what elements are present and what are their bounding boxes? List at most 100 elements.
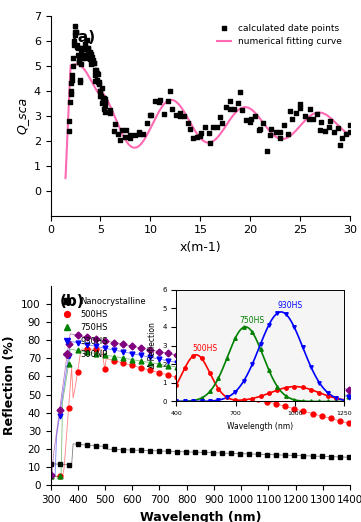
calculated date points <box>87 48 92 56</box>
calculated date points <box>252 112 258 120</box>
Nanocrystalline <box>157 448 161 454</box>
calculated date points <box>206 129 212 137</box>
300NP <box>338 385 342 391</box>
750HS <box>292 384 297 390</box>
300NP <box>256 369 261 375</box>
500HS <box>166 372 170 378</box>
500HS <box>319 413 324 419</box>
numerical fitting curve <box>64 175 68 181</box>
930HS <box>292 383 297 389</box>
calculated date points <box>264 147 270 155</box>
Point <box>347 121 353 129</box>
300NP <box>57 407 62 413</box>
Point <box>98 92 104 100</box>
calculated date points <box>144 119 150 127</box>
calculated date points <box>140 130 146 138</box>
Nanocrystalline <box>202 449 206 456</box>
calculated date points <box>123 126 129 134</box>
Point <box>307 104 313 113</box>
Point <box>103 98 108 106</box>
numerical fitting curve <box>201 137 205 144</box>
930HS <box>57 413 62 419</box>
Nanocrystalline <box>283 452 288 458</box>
300NP <box>301 377 306 384</box>
Nanocrystalline <box>292 452 297 458</box>
calculated date points <box>198 129 204 137</box>
Nanocrystalline <box>211 449 215 456</box>
calculated date points <box>82 51 87 59</box>
930HS <box>93 343 98 350</box>
Legend: calculated date points, numerical fitting curve: calculated date points, numerical fittin… <box>214 20 345 50</box>
750HS <box>93 350 98 357</box>
Point <box>227 104 233 113</box>
300NP <box>148 347 152 353</box>
Point <box>238 88 243 96</box>
calculated date points <box>318 117 324 126</box>
750HS <box>57 473 62 480</box>
calculated date points <box>210 123 216 131</box>
Nanocrystalline <box>301 453 306 459</box>
calculated date points <box>297 100 303 108</box>
calculated date points <box>68 79 74 87</box>
numerical fitting curve <box>348 132 352 138</box>
numerical fitting curve <box>199 136 204 142</box>
calculated date points <box>194 133 200 141</box>
calculated date points <box>115 130 121 138</box>
300NP <box>238 365 243 371</box>
calculated date points <box>177 109 183 117</box>
calculated date points <box>68 98 73 106</box>
Nanocrystalline <box>220 450 224 456</box>
500HS <box>247 394 252 400</box>
calculated date points <box>101 105 107 113</box>
300NP <box>329 383 333 389</box>
calculated date points <box>231 104 237 113</box>
calculated date points <box>269 125 274 134</box>
300NP <box>48 471 53 478</box>
930HS <box>202 365 206 371</box>
Point <box>103 97 108 105</box>
calculated date points <box>103 108 108 116</box>
750HS <box>229 373 234 379</box>
Point <box>337 140 343 149</box>
Point <box>70 54 76 62</box>
Point <box>102 102 108 110</box>
500HS <box>238 391 243 397</box>
calculated date points <box>111 127 117 135</box>
Nanocrystalline <box>184 449 188 455</box>
calculated date points <box>75 51 81 60</box>
750HS <box>283 382 288 388</box>
Nanocrystalline <box>310 453 315 459</box>
500HS <box>66 405 71 411</box>
300NP <box>292 376 297 382</box>
750HS <box>247 376 252 382</box>
750HS <box>103 352 107 358</box>
calculated date points <box>78 60 83 68</box>
Point <box>101 93 106 102</box>
calculated date points <box>148 111 154 120</box>
300NP <box>211 359 215 365</box>
Line: 500HS: 500HS <box>48 347 351 479</box>
calculated date points <box>74 43 80 51</box>
calculated date points <box>190 134 195 142</box>
Nanocrystalline <box>139 447 143 454</box>
500HS <box>310 410 315 417</box>
Nanocrystalline <box>148 447 152 454</box>
calculated date points <box>83 54 89 62</box>
Point <box>69 87 74 95</box>
calculated date points <box>132 130 138 139</box>
930HS <box>84 341 89 348</box>
930HS <box>229 371 234 377</box>
500HS <box>184 377 188 383</box>
Point <box>123 133 129 141</box>
Point <box>74 41 80 49</box>
930HS <box>347 394 351 400</box>
Point <box>93 66 99 74</box>
Point <box>90 56 96 64</box>
Point <box>97 92 103 100</box>
Point <box>91 58 97 67</box>
calculated date points <box>239 105 245 114</box>
Point <box>287 107 293 115</box>
930HS <box>256 376 261 382</box>
300NP <box>139 345 143 351</box>
calculated date points <box>73 28 79 36</box>
